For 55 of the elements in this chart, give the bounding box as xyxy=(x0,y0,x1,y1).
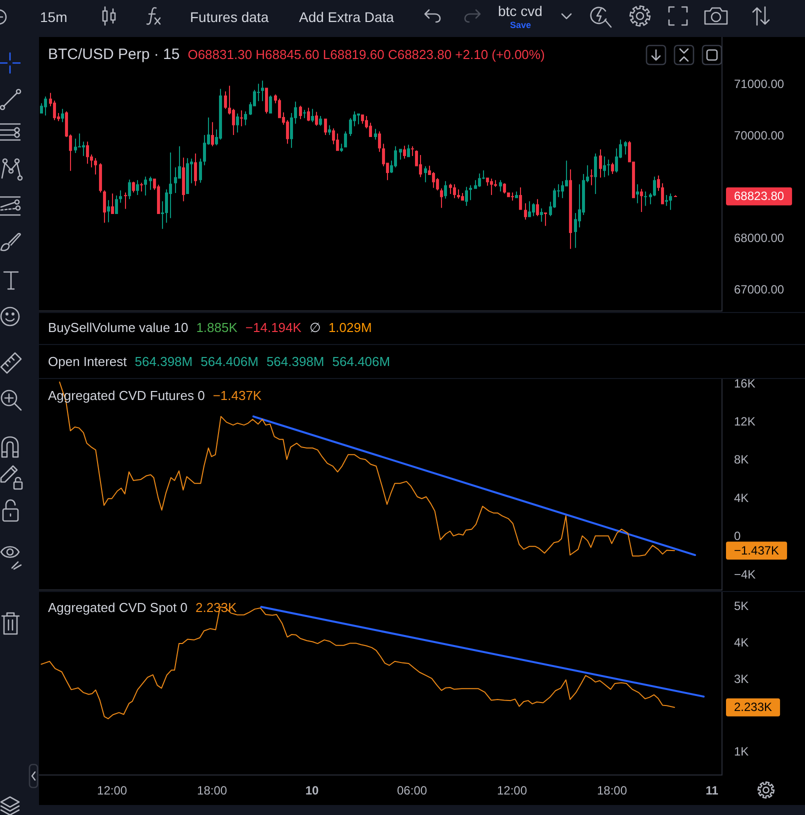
y-tick-label: 1K xyxy=(734,744,749,758)
candlestick xyxy=(490,178,493,196)
text: btc cvd xyxy=(498,2,542,20)
x-tick-label: 18:00 xyxy=(197,784,228,798)
candlestick xyxy=(590,169,593,186)
x-tick-label: 11 xyxy=(706,784,719,798)
text: 1.885K xyxy=(196,319,238,337)
y-tick-label: 0 xyxy=(734,529,741,544)
candlestick xyxy=(665,195,668,206)
annotation: −1.437K xyxy=(212,387,262,405)
x-tick-label: 06:00 xyxy=(397,784,428,798)
y-tick-label: −4K xyxy=(734,567,756,582)
text: −1.437K xyxy=(734,543,780,558)
candlestick xyxy=(140,182,143,192)
candlestick xyxy=(124,192,127,209)
y-tick-label: 71000.00 xyxy=(734,77,784,92)
candlestick xyxy=(240,110,243,126)
text: BTC/USD Perp · 15 xyxy=(48,45,180,65)
text: Aggregated CVD Spot 0 xyxy=(48,599,188,617)
y-tick-label: 4K xyxy=(734,636,749,650)
text: 564.398M xyxy=(266,353,324,371)
candlestick xyxy=(411,146,414,156)
x-tick-label: 10 xyxy=(305,784,320,798)
text: 564.406M xyxy=(200,353,258,371)
text: 68823.80 xyxy=(734,189,784,204)
y-tick-label: 12K xyxy=(734,414,756,429)
y-tick-label: 4K xyxy=(734,490,749,505)
annotation: 2.233K xyxy=(195,599,237,617)
text: Save xyxy=(510,20,532,30)
y-tick-label: 8K xyxy=(734,452,749,467)
y-tick-label: 67000.00 xyxy=(734,282,784,296)
text: Futures data xyxy=(190,8,269,26)
y-tick-label: 16K xyxy=(734,376,756,390)
text: BuySellVolume value 10 xyxy=(48,319,188,337)
x-tick-label: 18:00 xyxy=(596,784,628,798)
text: O68831.30 H68845.60 L68819.60 C68823.80 +2.10 (+0.00%) xyxy=(188,46,545,64)
x-tick-label: 12:00 xyxy=(497,784,528,798)
text: −14.194K xyxy=(245,319,302,337)
y-tick-label: 68000.00 xyxy=(734,230,784,245)
y-tick-label: 5K xyxy=(734,599,749,614)
text: 15m xyxy=(40,8,68,26)
y-tick-label: 70000.00 xyxy=(734,128,784,142)
text: 564.398M xyxy=(134,353,193,371)
candlestick xyxy=(169,152,172,218)
text: 564.406M xyxy=(332,353,390,371)
text: Add Extra Data xyxy=(299,8,394,26)
candlestick xyxy=(544,212,547,226)
candlestick xyxy=(644,191,647,206)
text: 2.233K xyxy=(734,700,772,714)
y-tick-label: 3K xyxy=(734,672,749,686)
x-tick-label: 12:00 xyxy=(97,784,128,798)
text: 1.029M xyxy=(328,319,372,337)
candlestick xyxy=(607,160,610,176)
text: Open Interest xyxy=(48,353,127,371)
text: ∅ xyxy=(309,319,320,337)
